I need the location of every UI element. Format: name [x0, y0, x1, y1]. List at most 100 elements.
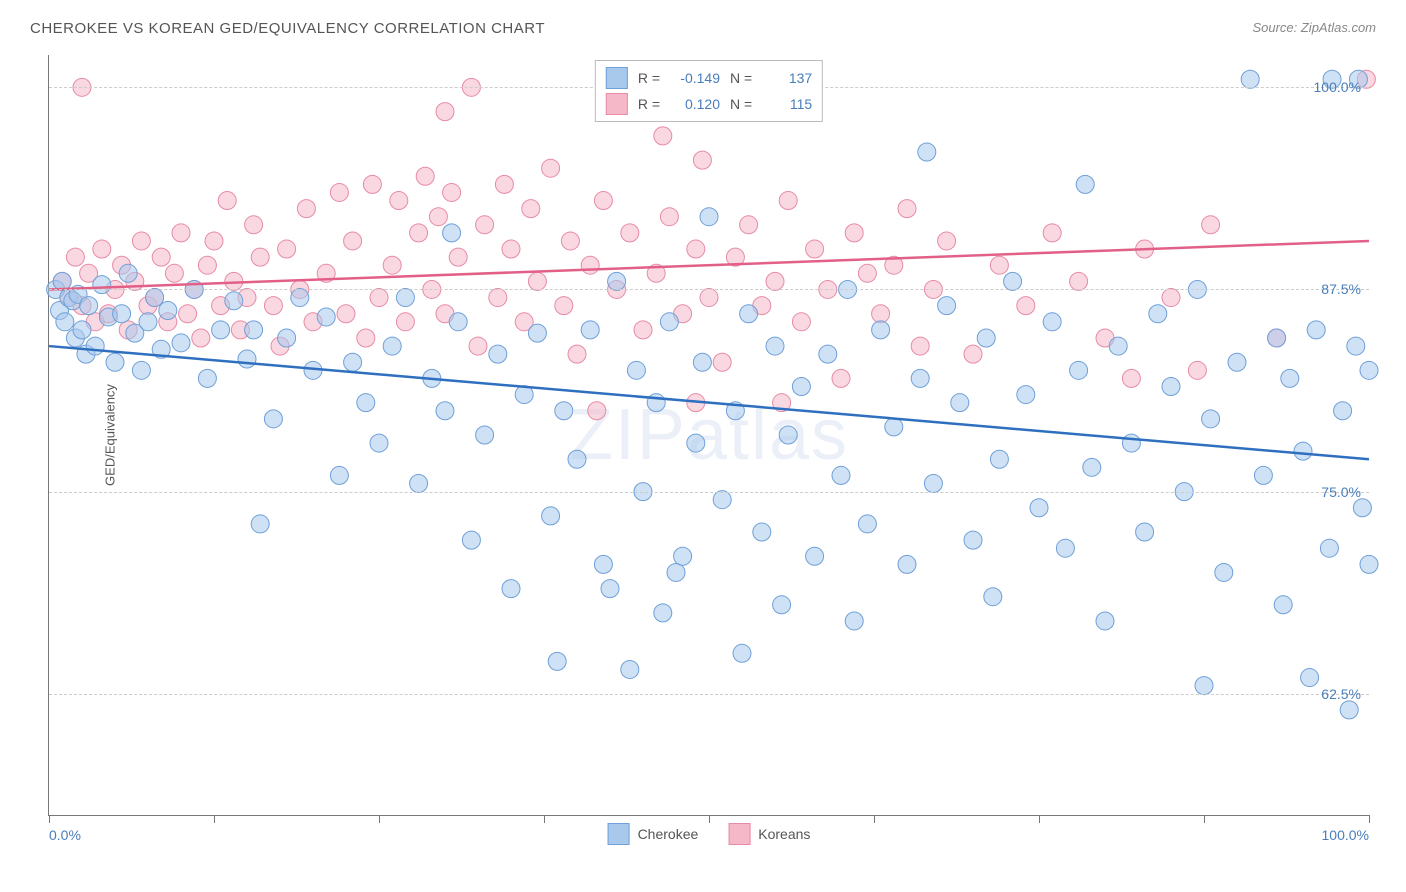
- scatter-point: [383, 256, 401, 274]
- y-tick-label: 87.5%: [1321, 281, 1361, 297]
- scatter-point: [911, 337, 929, 355]
- scatter-point: [370, 289, 388, 307]
- scatter-point: [73, 321, 91, 339]
- scatter-point: [218, 192, 236, 210]
- chart-title: CHEROKEE VS KOREAN GED/EQUIVALENCY CORRE…: [30, 20, 545, 37]
- swatch-koreans: [606, 93, 628, 115]
- scatter-point: [245, 321, 263, 339]
- scatter-point: [634, 321, 652, 339]
- scatter-point: [627, 361, 645, 379]
- scatter-point: [337, 305, 355, 323]
- series-legend: Cherokee Koreans: [608, 823, 811, 845]
- scatter-point: [568, 345, 586, 363]
- scatter-point: [344, 353, 362, 371]
- scatter-point: [429, 208, 447, 226]
- scatter-point: [522, 200, 540, 218]
- scatter-point: [990, 256, 1008, 274]
- scatter-point: [951, 394, 969, 412]
- scatter-point: [410, 475, 428, 493]
- scatter-point: [872, 305, 890, 323]
- scatter-point: [548, 652, 566, 670]
- scatter-point: [139, 313, 157, 331]
- trend-line: [49, 241, 1369, 290]
- scatter-point: [489, 345, 507, 363]
- scatter-point: [713, 353, 731, 371]
- scatter-point: [297, 200, 315, 218]
- scatter-point: [964, 345, 982, 363]
- scatter-point: [1360, 361, 1378, 379]
- scatter-point: [528, 324, 546, 342]
- scatter-point: [964, 531, 982, 549]
- scatter-point: [601, 580, 619, 598]
- scatter-point: [330, 466, 348, 484]
- scatter-point: [1360, 555, 1378, 573]
- scatter-point: [581, 321, 599, 339]
- scatter-point: [80, 297, 98, 315]
- scatter-point: [205, 232, 223, 250]
- scatter-point: [918, 143, 936, 161]
- y-tick-label: 62.5%: [1321, 686, 1361, 702]
- scatter-point: [621, 660, 639, 678]
- scatter-point: [1340, 701, 1358, 719]
- scatter-point: [858, 264, 876, 282]
- scatter-point: [542, 159, 560, 177]
- n-value-koreans: 115: [762, 96, 812, 112]
- scatter-point: [674, 547, 692, 565]
- scatter-point: [198, 256, 216, 274]
- scatter-point: [113, 305, 131, 323]
- scatter-point: [502, 580, 520, 598]
- swatch-cherokee: [606, 67, 628, 89]
- scatter-point: [410, 224, 428, 242]
- scatter-point: [363, 175, 381, 193]
- scatter-point: [1083, 458, 1101, 476]
- scatter-point: [700, 208, 718, 226]
- scatter-point: [212, 321, 230, 339]
- scatter-point: [779, 192, 797, 210]
- scatter-point: [93, 276, 111, 294]
- scatter-point: [1254, 466, 1272, 484]
- scatter-point: [1056, 539, 1074, 557]
- scatter-point: [198, 369, 216, 387]
- x-tick-label: 100.0%: [1322, 827, 1369, 843]
- scatter-point: [344, 232, 362, 250]
- scatter-point: [251, 248, 269, 266]
- swatch-cherokee-bottom: [608, 823, 630, 845]
- scatter-point: [792, 377, 810, 395]
- scatter-point: [449, 313, 467, 331]
- scatter-point: [357, 394, 375, 412]
- scatter-point: [561, 232, 579, 250]
- scatter-point: [984, 588, 1002, 606]
- scatter-point: [443, 183, 461, 201]
- scatter-point: [225, 292, 243, 310]
- x-tick: [1369, 815, 1370, 823]
- scatter-point: [1070, 361, 1088, 379]
- scatter-point: [581, 256, 599, 274]
- scatter-point: [119, 264, 137, 282]
- source-label: Source: ZipAtlas.com: [1252, 20, 1376, 35]
- scatter-point: [1017, 386, 1035, 404]
- scatter-point: [608, 272, 626, 290]
- scatter-point: [476, 426, 494, 444]
- scatter-point: [1241, 70, 1259, 88]
- scatter-point: [1096, 612, 1114, 630]
- scatter-point: [1122, 369, 1140, 387]
- x-tick: [874, 815, 875, 823]
- scatter-point: [489, 289, 507, 307]
- scatter-point: [555, 402, 573, 420]
- scatter-point: [179, 305, 197, 323]
- scatter-point: [1274, 596, 1292, 614]
- scatter-point: [370, 434, 388, 452]
- scatter-point: [806, 547, 824, 565]
- scatter-point: [832, 369, 850, 387]
- scatter-point: [383, 337, 401, 355]
- r-value-cherokee: -0.149: [670, 70, 720, 86]
- scatter-point: [56, 313, 74, 331]
- scatter-point: [1109, 337, 1127, 355]
- scatter-point: [449, 248, 467, 266]
- scatter-point: [594, 555, 612, 573]
- scatter-point: [1136, 523, 1154, 541]
- scatter-point: [660, 208, 678, 226]
- scatter-point: [621, 224, 639, 242]
- scatter-point: [264, 410, 282, 428]
- x-tick: [544, 815, 545, 823]
